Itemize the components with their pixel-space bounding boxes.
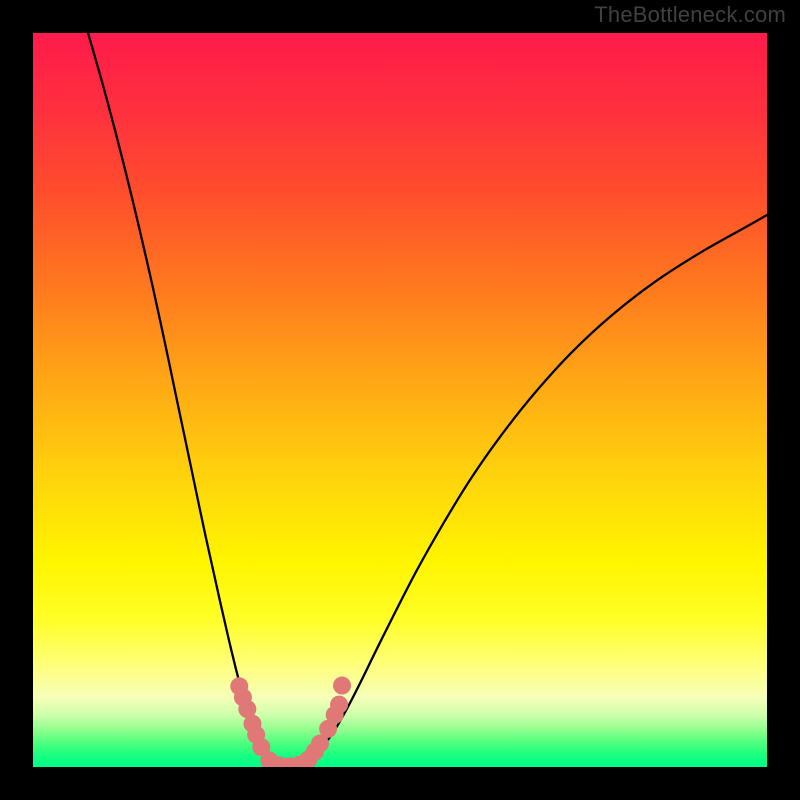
- curve-layer: [33, 33, 767, 767]
- data-marker: [330, 696, 348, 714]
- bottleneck-curve: [88, 33, 767, 767]
- plot-area: [33, 33, 767, 767]
- chart-stage: TheBottleneck.com: [0, 0, 800, 800]
- watermark-text: TheBottleneck.com: [594, 2, 786, 28]
- data-marker: [333, 677, 351, 695]
